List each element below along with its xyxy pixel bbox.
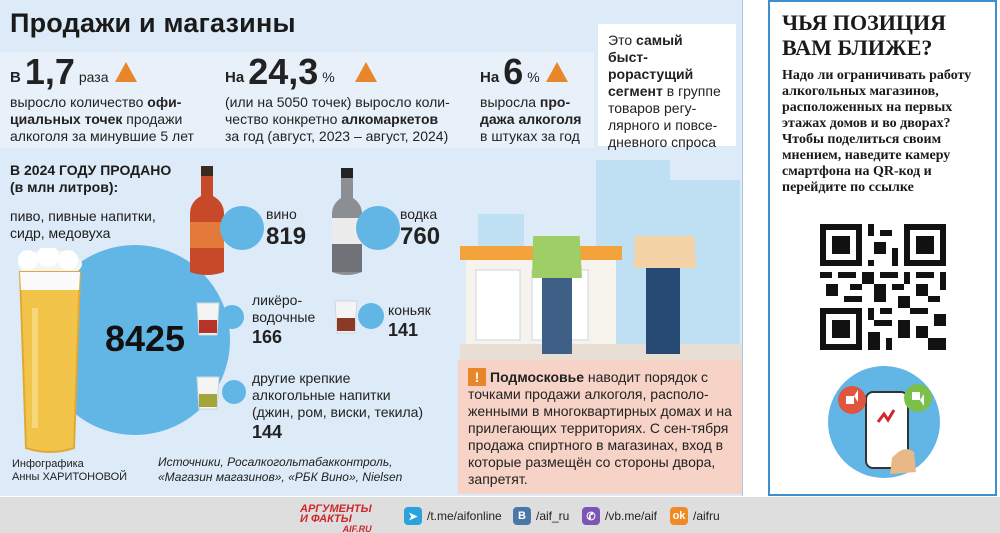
vodka-bottle-icon: [332, 168, 362, 275]
vk-icon: B: [513, 507, 531, 525]
cognac-dot: [358, 303, 384, 329]
spirits-label: другие крепкие алкогольные напитки (джин…: [252, 370, 424, 442]
stat-value: 24,3: [248, 51, 319, 92]
poll-text: Надо ли ограничивать работу алкогольных …: [782, 68, 972, 195]
phone-vote-icon: [838, 384, 932, 474]
credit: Инфографика Анны ХАРИТОНОВОЙ: [12, 458, 128, 483]
telegram-icon: ➤: [404, 507, 422, 525]
spirits-dot: [222, 380, 246, 404]
exclamation-icon: !: [468, 368, 486, 386]
qr-code-icon[interactable]: [820, 224, 946, 350]
stat-alcomarkets: На 24,3 % (или на 5050 точек) выросло ко…: [225, 51, 450, 145]
stat-prefix: В: [10, 69, 21, 86]
vodka-label: водка 760: [400, 206, 441, 250]
segment-note: Это самый быст- рорастущий сегмент в гру…: [598, 24, 736, 150]
stat-prefix: На: [225, 69, 245, 86]
aif-logo[interactable]: АРГУМЕНТЫ И ФАКТЫ AIF.RU: [300, 503, 372, 533]
beer-value: 8425: [104, 318, 186, 359]
stats-band: [0, 52, 594, 148]
liqueur-dot: [220, 305, 244, 329]
beer-label: пиво, пивные напитки, сидр, медовуха: [10, 208, 156, 241]
footer-link-viber[interactable]: ✆ /vb.me/aif: [582, 507, 657, 525]
sold-heading: В 2024 году продано (в млн литров):: [10, 162, 172, 195]
viber-icon: ✆: [582, 507, 600, 525]
ok-icon: ok: [670, 507, 688, 525]
wine-label: вино 819: [266, 206, 307, 250]
infographic-panel: Продажи и магазины В 1,7 раза выросло ко…: [0, 0, 743, 496]
beer-glass-icon: [18, 248, 82, 453]
increase-arrow-icon: [354, 62, 377, 82]
footer-link-telegram[interactable]: ➤ /t.me/aifonline: [404, 507, 502, 525]
infographic-title: Продажи и магазины: [10, 8, 296, 38]
increase-arrow-icon: [545, 62, 568, 82]
liqueur-label: ликёро- водочные 166: [252, 292, 316, 347]
stat-prefix: На: [480, 69, 500, 86]
stat-unit: %: [322, 69, 335, 85]
stat-unit: раза: [78, 69, 109, 85]
liqueur-glass-icon: [196, 302, 220, 336]
wine-dot: [220, 206, 264, 250]
spirits-glass-icon: [196, 376, 220, 410]
stat-value: 6: [503, 51, 524, 92]
footer-link-vk[interactable]: B /aif_ru: [513, 507, 569, 525]
footer: АРГУМЕНТЫ И ФАКТЫ AIF.RU ➤ /t.me/aifonli…: [0, 497, 1000, 533]
cognac-glass-icon: [334, 300, 358, 334]
poll-title: ЧЬЯ ПОЗИЦИЯ ВАМ БЛИЖЕ?: [782, 10, 946, 60]
shop-illustration: [460, 236, 742, 360]
stat-sales-growth: На 6 % выросла про- дажа алкоголя в штук…: [480, 51, 582, 145]
cognac-label: коньяк 141: [388, 302, 431, 340]
stat-value: 1,7: [24, 51, 75, 92]
regulation-note: ! Подмосковье наводит порядок с точками п…: [458, 360, 742, 494]
poll-sidebar: ЧЬЯ ПОЗИЦИЯ ВАМ БЛИЖЕ? Надо ли ограничива…: [768, 0, 997, 496]
sources: Источники, Росалкогольтабакконтроль, «Ма…: [158, 455, 403, 484]
increase-arrow-icon: [114, 62, 137, 82]
stat-official-points: В 1,7 раза выросло количество офи- циаль…: [10, 51, 194, 145]
vodka-dot: [356, 206, 400, 250]
wine-bottle-icon: [190, 166, 224, 275]
footer-link-ok[interactable]: ok /aifru: [670, 507, 720, 525]
stat-unit: %: [527, 69, 540, 85]
